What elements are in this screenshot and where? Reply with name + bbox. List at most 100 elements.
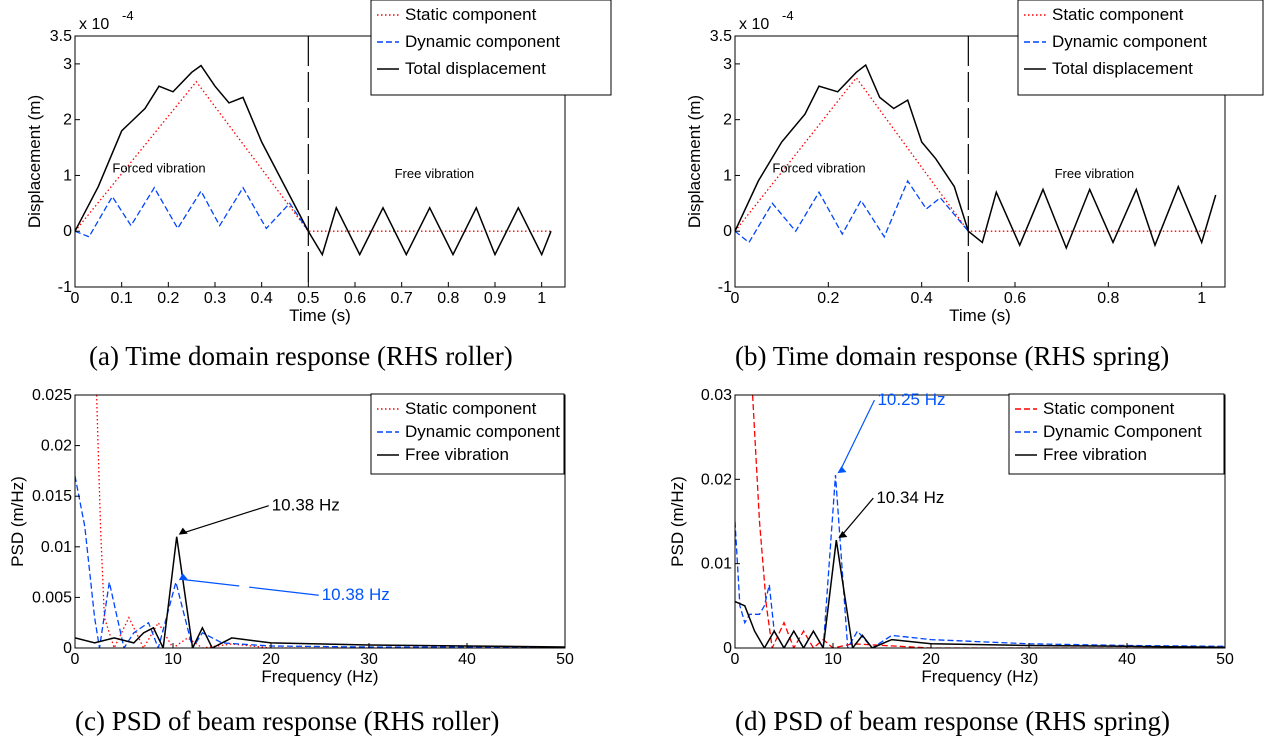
panel-d: 0 10 20 30 40 50 0 0.01 0.02 0.03 Frequency (Hz) PS… (668, 387, 1234, 686)
y-tick-label: 0.005 (32, 589, 72, 606)
legend-label: Dynamic component (405, 32, 560, 51)
peak-label: 10.34 Hz (876, 488, 944, 507)
series-line-3 (75, 536, 565, 648)
peak-arrow (180, 505, 269, 535)
x-tick-label: 0.7 (391, 290, 413, 307)
y-exponent-power: -4 (122, 8, 134, 23)
peak-label: 10.38 Hz (322, 585, 390, 604)
series-line-2 (735, 179, 969, 244)
x-tick-label: 20 (922, 651, 940, 668)
y-tick-label: 1 (723, 167, 732, 184)
x-tick-label: 0 (71, 651, 80, 668)
legend-box (1017, 0, 1264, 96)
y-tick-label: 0 (63, 640, 72, 657)
annotation-forced: Forced vibration (112, 161, 205, 176)
annotation-forced: Forced vibration (772, 161, 865, 176)
caption-c: (c) PSD of beam response (RHS roller) (75, 706, 499, 736)
y-axis-label: PSD (m/Hz) (8, 476, 27, 567)
legend-label: Dynamic component (405, 422, 560, 441)
x-tick-label: 50 (556, 651, 574, 668)
plot-frame (734, 394, 1226, 649)
y-tick-label: 0.02 (41, 438, 72, 455)
annotation-free: Free vibration (1055, 166, 1134, 181)
series-line-3 (735, 63, 1217, 251)
peak-arrowhead (178, 527, 188, 535)
caption-a: (a) Time domain response (RHS roller) (89, 341, 513, 371)
x-tick-label: 0 (731, 651, 740, 668)
y-tick-label: 0.025 (32, 387, 72, 404)
annotation-free: Free vibration (395, 166, 474, 181)
legend-label: Free vibration (1043, 445, 1147, 464)
series-line-2 (75, 186, 309, 238)
y-tick-label: 3 (723, 56, 732, 73)
plot-frame (734, 35, 1226, 288)
x-tick-label: 40 (458, 651, 476, 668)
y-tick-label: -1 (58, 279, 72, 296)
x-tick-label: 50 (1216, 651, 1234, 668)
peak-arrowhead (837, 466, 847, 474)
x-tick-label: 0.4 (251, 290, 273, 307)
legend-label: Dynamic component (1052, 32, 1207, 51)
x-tick-label: 0.1 (111, 290, 133, 307)
legend-label: Total displacement (1052, 59, 1193, 78)
plot-frame (74, 35, 566, 288)
legend-label: Free vibration (405, 445, 509, 464)
peak-arrow (838, 399, 875, 473)
series-line-1 (735, 76, 1211, 232)
series-line-3 (735, 539, 1225, 648)
x-tick-label: 0.8 (437, 290, 459, 307)
x-tick-label: 0.4 (911, 290, 933, 307)
x-tick-label: 0.2 (817, 290, 839, 307)
x-tick-label: 1 (1197, 290, 1206, 307)
legend-label: Static component (1043, 399, 1175, 418)
x-axis-label: Time (s) (949, 306, 1011, 325)
x-tick-label: 0.2 (157, 290, 179, 307)
x-tick-label: 0.9 (484, 290, 506, 307)
peak-arrow (180, 578, 319, 596)
legend-label: Static component (1052, 5, 1184, 24)
x-tick-label: 30 (1020, 651, 1038, 668)
y-tick-label: 2 (63, 112, 72, 129)
y-tick-label: 0 (723, 223, 732, 240)
y-exponent-label: x 10 (739, 16, 769, 33)
legend-label: Total displacement (405, 59, 546, 78)
y-tick-label: 3.5 (710, 28, 732, 45)
x-tick-label: 20 (262, 651, 280, 668)
x-tick-label: 0.6 (1004, 290, 1026, 307)
y-tick-label: 0.015 (32, 488, 72, 505)
caption-b: (b) Time domain response (RHS spring) (735, 341, 1169, 371)
legend-label: Static component (405, 5, 537, 24)
y-tick-label: 0 (723, 640, 732, 657)
x-tick-label: 40 (1118, 651, 1136, 668)
peak-label: 10.38 Hz (272, 496, 340, 515)
peak-arrowhead (838, 531, 848, 539)
y-tick-label: 0.01 (41, 539, 72, 556)
legend-box (370, 393, 565, 475)
y-exponent-label: x 10 (79, 16, 109, 33)
peak-arrowhead (178, 573, 188, 581)
x-tick-label: 0.5 (297, 290, 319, 307)
y-tick-label: 3 (63, 56, 72, 73)
x-tick-label: 0 (731, 290, 740, 307)
y-axis-label: PSD (m/Hz) (668, 476, 687, 567)
y-tick-label: 0.02 (701, 471, 732, 488)
plot-frame (74, 394, 566, 649)
x-tick-label: 0 (71, 290, 80, 307)
caption-d: (d) PSD of beam response (RHS spring) (735, 706, 1170, 736)
y-tick-label: 0.03 (701, 387, 732, 404)
peak-arrow (839, 497, 874, 538)
series-line-2 (75, 475, 565, 648)
series-line-1 (751, 395, 1225, 648)
x-tick-label: 0.3 (204, 290, 226, 307)
x-tick-label: 0.8 (1097, 290, 1119, 307)
y-tick-label: 1 (63, 167, 72, 184)
legend-box (370, 0, 612, 96)
x-axis-label: Time (s) (289, 306, 351, 325)
y-exponent-power: -4 (782, 8, 794, 23)
legend-label: Dynamic Component (1043, 422, 1202, 441)
y-tick-label: -1 (718, 279, 732, 296)
y-axis-label: Displacement (m) (685, 95, 704, 228)
x-axis-label: Frequency (Hz) (261, 667, 378, 686)
